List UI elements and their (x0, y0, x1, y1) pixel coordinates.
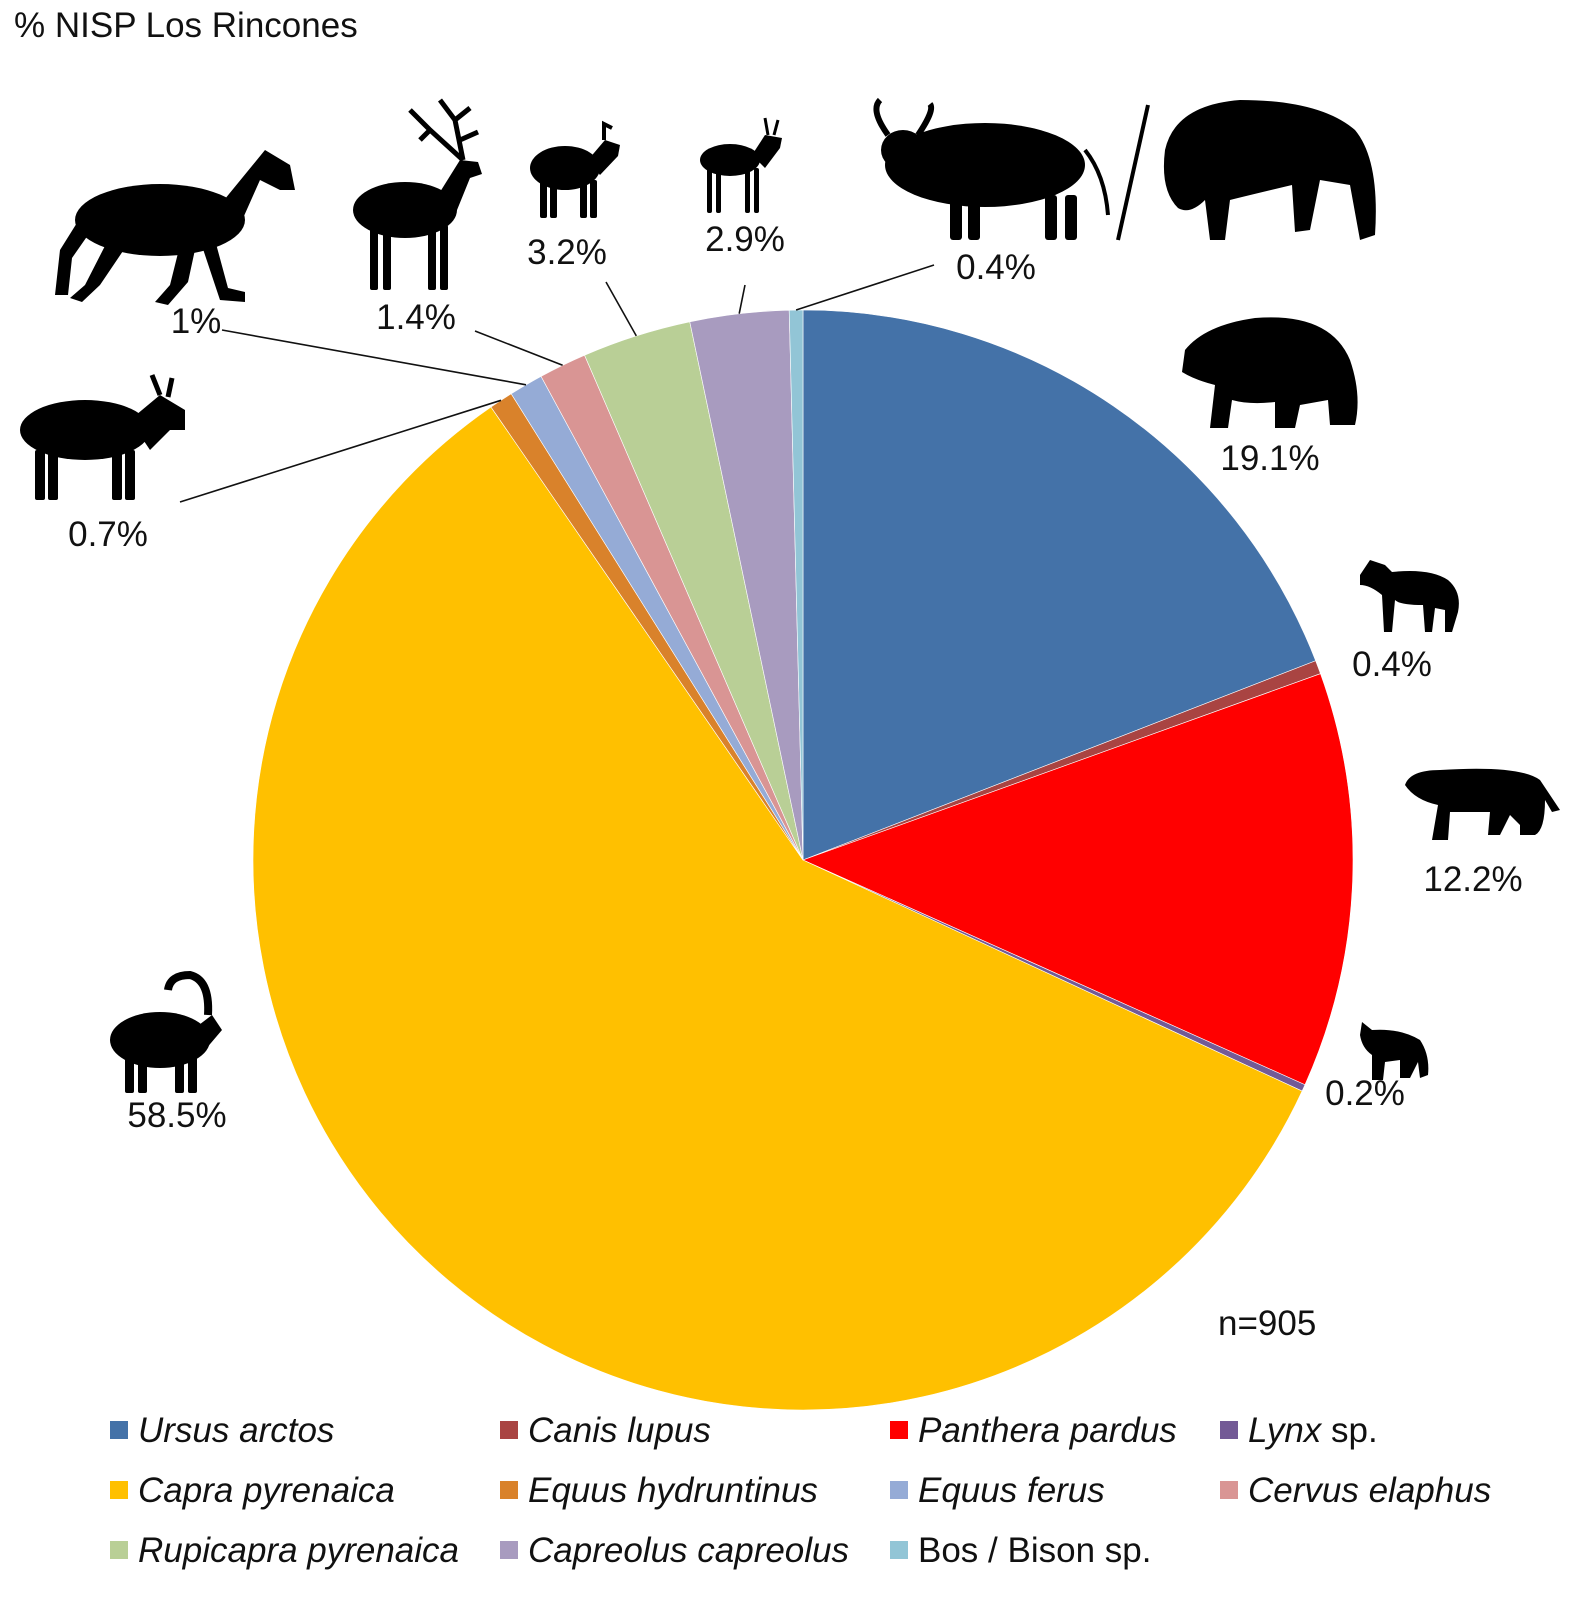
ibex-icon (110, 970, 222, 1093)
legend-item-canis-lupus: Canis lupus (500, 1411, 711, 1450)
legend-label: Ursus arctos (138, 1411, 334, 1450)
legend-item-capreolus-capreolus: Capreolus capreolus (500, 1531, 849, 1570)
leopard-icon (1405, 768, 1560, 840)
legend-item-equus-hydruntinus: Equus hydruntinus (500, 1471, 818, 1510)
legend-item-rupicapra-pyrenaica: Rupicapra pyrenaica (110, 1531, 459, 1570)
legend-item-lynx-sp: Lynx sp. (1220, 1411, 1378, 1450)
deer-icon (353, 98, 482, 290)
pie-slice-panthera-pardus (802, 673, 1354, 1086)
roe-deer-icon (700, 117, 782, 213)
data-label-bos-bison-sp: 0.4% (956, 248, 1036, 287)
pie-slice-bos-bison-sp (788, 309, 804, 861)
legend-swatch (110, 1421, 128, 1439)
legend-item-cervus-elaphus: Cervus elaphus (1220, 1471, 1491, 1510)
data-label-capra-pyrenaica: 58.5% (127, 1096, 226, 1135)
leader-line-cervus-elaphus (474, 330, 563, 367)
data-label-rupicapra-pyrenaica: 3.2% (527, 233, 607, 272)
leader-line-capreolus-capreolus (738, 284, 746, 314)
legend-label: Capreolus capreolus (528, 1531, 849, 1570)
legend-swatch (890, 1421, 908, 1439)
pie-slice-capra-pyrenaica (252, 406, 1303, 1411)
chamois-icon (530, 120, 620, 218)
pie-slice-ursus-arctos (802, 309, 1317, 861)
legend-swatch (890, 1541, 908, 1559)
legend-label: Rupicapra pyrenaica (138, 1531, 459, 1570)
legend-label: Equus hydruntinus (528, 1471, 818, 1510)
ass-icon (20, 374, 185, 500)
legend-swatch (110, 1481, 128, 1499)
leader-line-equus-ferus (221, 329, 527, 386)
legend-swatch (500, 1481, 518, 1499)
legend-item-ursus-arctos: Ursus arctos (110, 1411, 334, 1450)
legend-item-equus-ferus: Equus ferus (890, 1471, 1105, 1510)
leader-line-rupicapra-pyrenaica (605, 281, 637, 337)
data-label-cervus-elaphus: 1.4% (376, 298, 456, 337)
legend-swatch (500, 1421, 518, 1439)
aurochs-bison-icon (873, 97, 1376, 241)
legend-label: Lynx sp. (1248, 1411, 1378, 1450)
legend-label: Capra pyrenaica (138, 1471, 395, 1510)
data-label-lynx-sp: 0.2% (1325, 1074, 1405, 1113)
sample-size-note: n=905 (1218, 1304, 1316, 1343)
leader-line-bos-bison-sp (795, 264, 935, 311)
legend-label: Cervus elaphus (1248, 1471, 1491, 1510)
legend-item-bos-bison-sp: Bos / Bison sp. (890, 1531, 1151, 1570)
legend-swatch (500, 1541, 518, 1559)
legend-label: Bos / Bison sp. (918, 1531, 1151, 1570)
wolf-icon (1360, 560, 1459, 632)
legend-label: Panthera pardus (918, 1411, 1177, 1450)
legend-swatch (1220, 1421, 1238, 1439)
data-label-equus-ferus: 1% (171, 302, 222, 341)
lynx-icon (1360, 1022, 1429, 1080)
data-label-equus-hydruntinus: 0.7% (68, 515, 148, 554)
data-label-ursus-arctos: 19.1% (1220, 439, 1319, 478)
legend-item-panthera-pardus: Panthera pardus (890, 1411, 1177, 1450)
legend-label: Canis lupus (528, 1411, 711, 1450)
data-label-canis-lupus: 0.4% (1352, 645, 1432, 684)
data-label-capreolus-capreolus: 2.9% (705, 220, 785, 259)
data-label-panthera-pardus: 12.2% (1423, 860, 1522, 899)
legend-swatch (110, 1541, 128, 1559)
legend-swatch (890, 1481, 908, 1499)
legend-label: Equus ferus (918, 1471, 1105, 1510)
bear-icon (1182, 317, 1358, 428)
legend-swatch (1220, 1481, 1238, 1499)
horse-icon (55, 150, 295, 305)
legend-item-capra-pyrenaica: Capra pyrenaica (110, 1471, 395, 1510)
leader-line-equus-hydruntinus (179, 399, 502, 503)
chart-title: % NISP Los Rincones (14, 6, 358, 45)
